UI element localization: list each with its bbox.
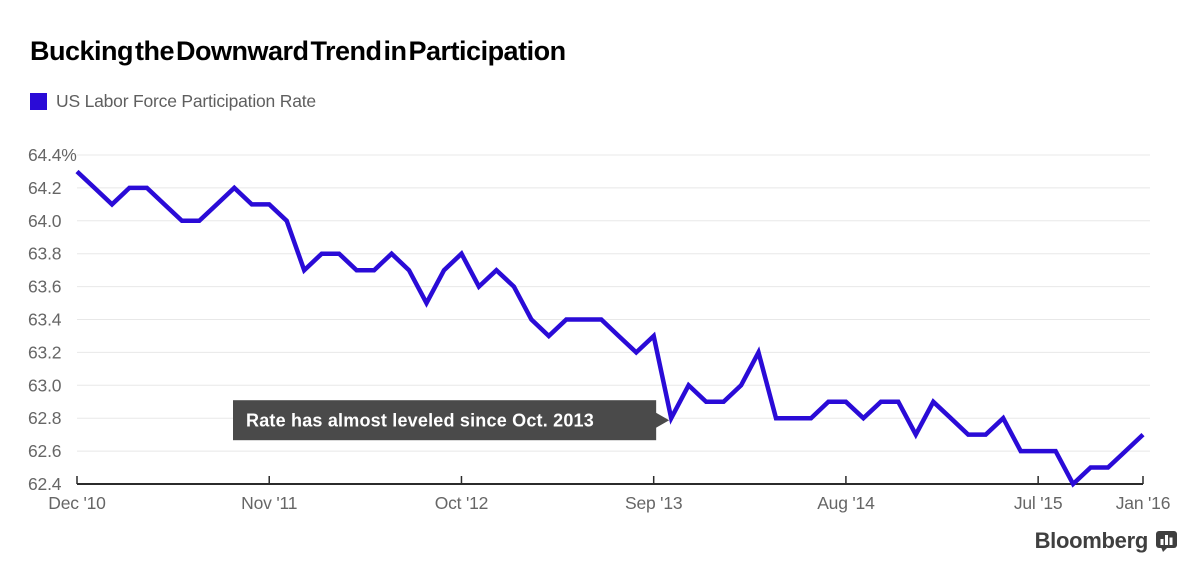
y-axis-tick-label: 62.4: [28, 474, 62, 494]
annotation-callout: [233, 400, 657, 441]
y-axis-tick-label: 64.0: [28, 211, 62, 231]
participation-rate-series: [75, 169, 1145, 488]
y-axis-tick-label: 64.2: [28, 178, 61, 198]
x-axis-tick-label: Aug '14: [817, 493, 875, 513]
x-axis-tick-label: Dec '10: [48, 493, 106, 513]
bloomberg-chart-bubble-icon: [1156, 530, 1177, 552]
y-axis-tick-label: 63.6: [28, 277, 61, 297]
x-axis-tick-label: Nov '11: [241, 493, 297, 513]
y-axis-tick-label: 63.2: [28, 342, 61, 362]
legend-label: US Labor Force Participation Rate: [56, 91, 316, 111]
chart-title: Bucking the Downward Trend in Participat…: [30, 36, 566, 66]
y-axis-tick-label: 62.8: [28, 408, 61, 428]
x-axis-tick-label: Jul '15: [1014, 493, 1063, 513]
y-axis-tick-label: 63.0: [28, 375, 62, 395]
y-axis-tick-label: 63.4: [28, 310, 62, 330]
x-axis-tick-label: Sep '13: [625, 493, 682, 513]
brand-name: Bloomberg: [1034, 528, 1149, 553]
annotation-arrow: [655, 412, 670, 429]
y-axis-tick-label: 63.8: [28, 244, 61, 264]
legend: US Labor Force Participation Rate: [30, 91, 316, 112]
x-axis-tick-label: Oct '12: [435, 493, 489, 513]
annotation-text: Rate has almost leveled since Oct. 2013: [246, 411, 594, 431]
legend-swatch: [30, 93, 47, 110]
y-axis-tick-label: 62.6: [28, 441, 61, 461]
brand-footer: Bloomberg: [1035, 528, 1178, 554]
x-axis-tick-label: Jan '16: [1116, 493, 1170, 513]
y-axis-tick-label: 64.4%: [28, 145, 77, 165]
